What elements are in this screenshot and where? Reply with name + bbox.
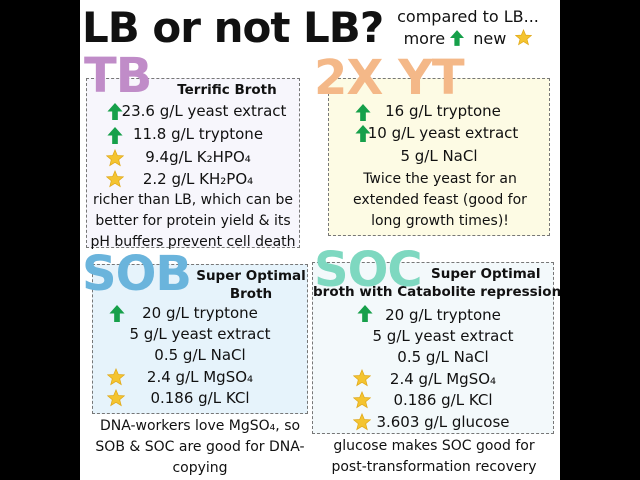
soc-ingredient: 3.603 g/L glucose [376,413,510,431]
soc-ingredient: 5 g/L yeast extract [372,327,514,345]
soc-label: SOC [314,242,423,298]
tb-ingredient: 23.6 g/L yeast extract [121,102,287,120]
up-arrow-icon [355,104,371,121]
legend-keys: more new [376,28,560,50]
sob-full-name: Super Optimal Broth [196,268,306,302]
star-icon [353,369,371,387]
2xyt-ingredient: 10 g/L yeast extract [367,124,519,142]
star-icon [107,389,125,407]
tb-ingredient: 2.2 g/L KH₂PO₄ [142,170,254,188]
soc-ingredient: 0.5 g/L NaCl [397,348,489,366]
2xyt-card: 16 g/L tryptone 10 g/L yeast extract 5 g… [328,78,550,236]
sob-ingredient: 20 g/L tryptone [142,304,258,322]
sob-ingredient: 0.5 g/L NaCl [154,346,246,364]
sob-label: SOB [82,246,192,302]
2xyt-label: 2X YT [314,50,465,106]
sob-ingredient: 5 g/L yeast extract [129,325,271,343]
up-arrow-icon [355,125,371,142]
2xyt-note: Twice the yeast for an extended feast (g… [353,171,527,229]
up-arrow-icon [107,103,123,120]
infographic-canvas: LB or not LB? compared to LB... more new… [80,0,560,480]
tb-card: Terrific Broth 23.6 g/L yeast extract 11… [86,78,300,250]
2xyt-ingredient: 5 g/L NaCl [400,147,478,165]
tb-ingredient: 9.4g/L K₂HPO₄ [145,148,251,166]
up-arrow-icon [107,127,123,144]
up-arrow-icon [450,30,464,46]
soc-ingredient: 2.4 g/L MgSO₄ [389,370,497,388]
sob-ingredient: 0.186 g/L KCl [150,389,250,407]
star-icon [107,368,125,386]
page-title: LB or not LB? [82,3,384,52]
soc-full-name: Super Optimal broth with Catabolite repr… [313,266,560,300]
2xyt-ingredient: 16 g/L tryptone [385,102,501,120]
soc-ingredient: 20 g/L tryptone [385,306,501,324]
legend-more-label: more [403,29,446,48]
sob-note: DNA-workers love MgSO₄, so SOB & SOC are… [95,418,305,476]
legend-caption: compared to LB... [397,7,539,26]
star-icon [106,170,124,188]
star-icon [353,391,371,409]
legend-new-label: new [473,29,507,48]
soc-note: glucose makes SOC good for post-transfor… [331,438,537,475]
sob-ingredient: 2.4 g/L MgSO₄ [146,368,254,386]
tb-ingredient: 11.8 g/L tryptone [132,125,264,143]
tb-label: TB [84,48,152,104]
soc-ingredient: 0.186 g/L KCl [393,391,493,409]
star-icon [515,29,532,46]
star-icon [106,149,124,167]
legend: compared to LB... more new [376,6,560,50]
up-arrow-icon [109,305,125,322]
tb-note: richer than LB, which can be better for … [90,192,296,250]
sob-card: Super Optimal Broth 20 g/L tryptone 5 g/… [92,264,308,414]
soc-card: Super Optimal broth with Catabolite repr… [312,262,560,434]
up-arrow-icon [357,305,373,322]
star-icon [353,413,371,431]
tb-full-name: Terrific Broth [177,82,277,98]
